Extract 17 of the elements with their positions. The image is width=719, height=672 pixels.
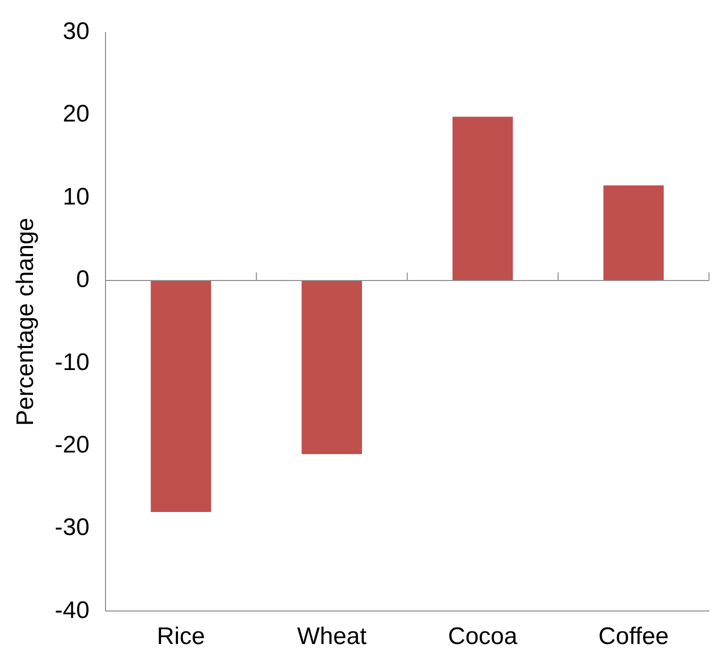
y-tick-label: -30 (54, 514, 90, 542)
y-axis-title: Percentage change (12, 218, 40, 426)
x-tick-label: Coffee (598, 623, 669, 650)
y-tick-label: -20 (54, 431, 90, 458)
y-tick-label: -40 (54, 596, 90, 624)
x-tick-label: Cocoa (448, 623, 518, 650)
y-tick-label: 30 (62, 18, 90, 46)
x-tick-label: Rice (156, 623, 205, 650)
bar (302, 280, 362, 454)
bar (150, 280, 212, 512)
x-tick-label: Wheat (297, 623, 367, 650)
bar (452, 116, 513, 280)
y-tick-label: 20 (62, 100, 90, 128)
y-tick-label: 10 (62, 183, 90, 210)
y-tick-label: -10 (54, 348, 90, 376)
bar (603, 185, 664, 280)
y-tick-label: 0 (76, 266, 90, 294)
